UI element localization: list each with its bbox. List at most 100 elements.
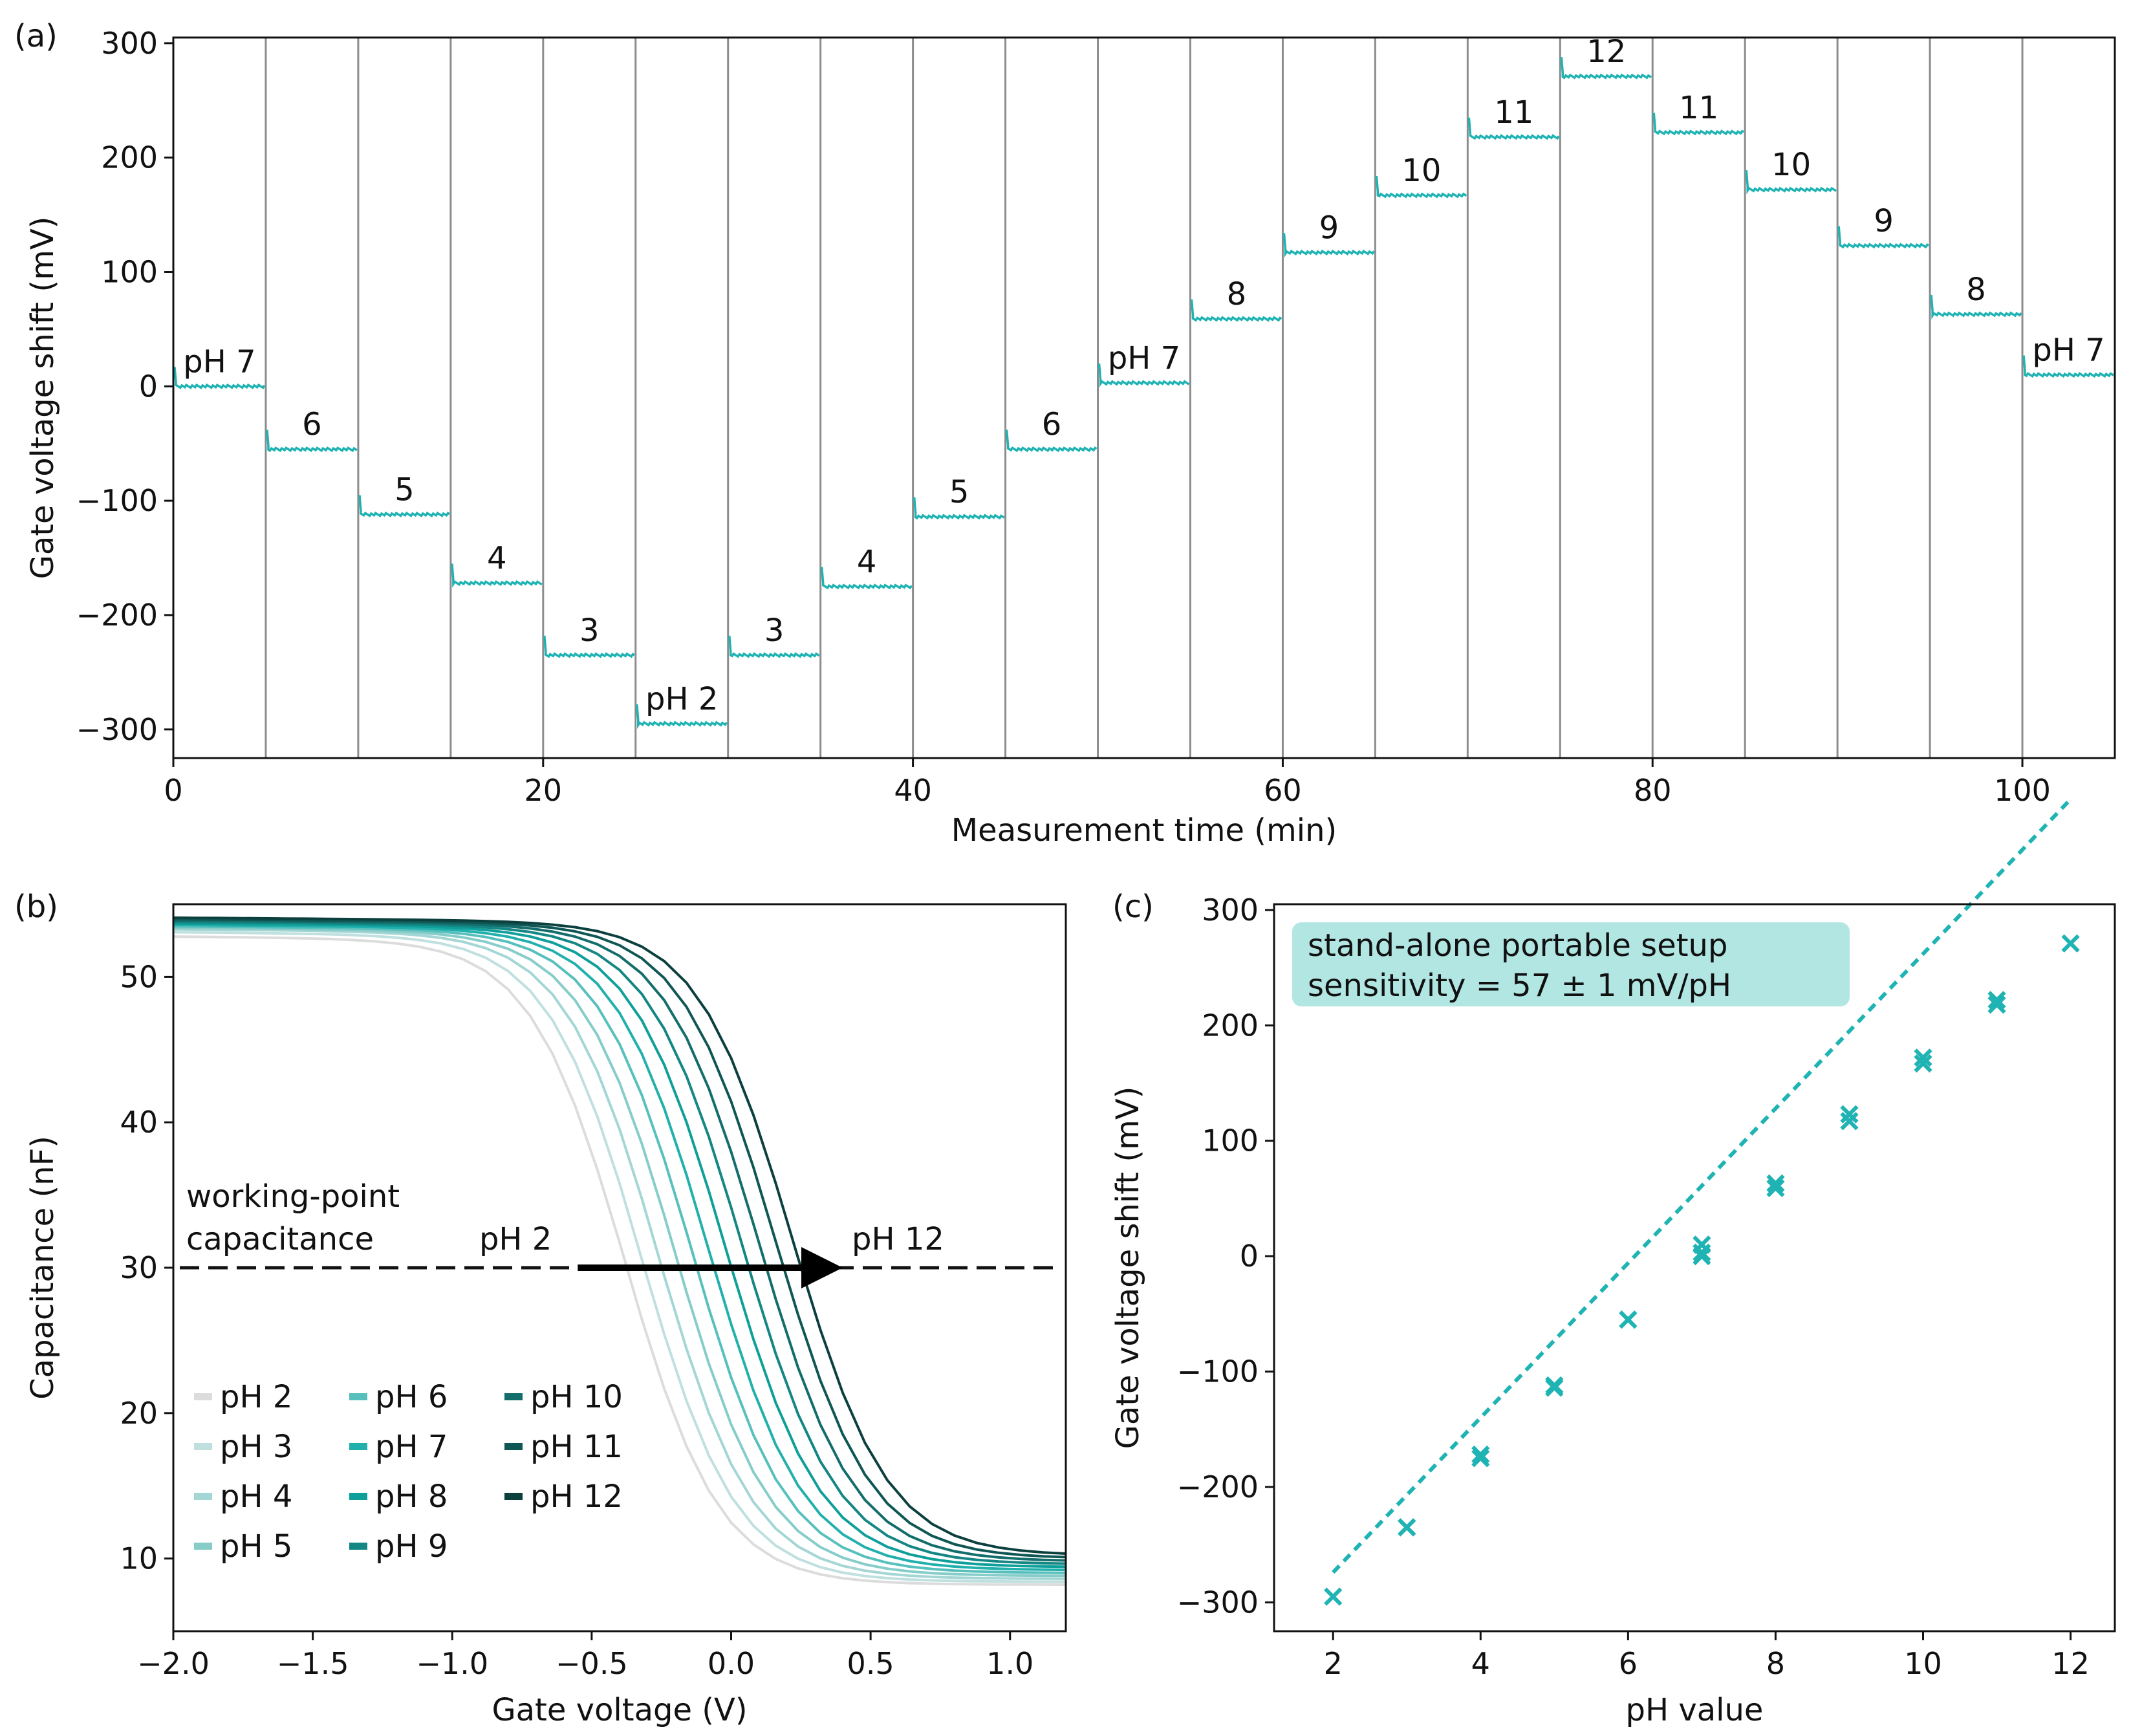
step-label-1: 6 (302, 407, 322, 443)
y-tick-label-b-3: 40 (120, 1105, 158, 1140)
step-trace-18 (1837, 226, 1930, 249)
plot-frame-a (172, 36, 2116, 759)
x-tick-label-c-5: 12 (2051, 1646, 2090, 1681)
step-trace-6 (728, 635, 820, 658)
panel-label-a: (a) (14, 18, 58, 54)
step-trace-2 (358, 495, 450, 517)
x-tick-label-a-2: 40 (894, 773, 932, 808)
legend-label-9: pH 9 (375, 1528, 448, 1565)
step-label-8: 5 (949, 474, 969, 510)
x-tick-label-a-4: 80 (1634, 773, 1672, 808)
step-trace-17 (1745, 170, 1837, 195)
y-axis-label-c: Gate voltage shift (mV) (1110, 1087, 1146, 1449)
y-tick-label-b-1: 20 (120, 1396, 158, 1431)
y-tick-label-c-6: 300 (1202, 893, 1259, 928)
x-tick-label-b-2: −1.0 (416, 1646, 488, 1681)
x-tick-label-b-5: 0.5 (847, 1646, 894, 1681)
data-point-14 (1987, 995, 2006, 1014)
sensitivity-box-line-2: sensitivity = 57 ± 1 mV/pH (1308, 968, 1731, 1004)
legend-swatch-10 (504, 1393, 523, 1400)
step-label-18: 9 (1874, 203, 1894, 239)
data-point-6 (1398, 1518, 1416, 1537)
x-tick-label-c-4: 10 (1904, 1646, 1942, 1681)
x-tick-label-a-5: 100 (1994, 773, 2051, 808)
panel-label-b: (b) (14, 889, 58, 925)
data-point-3 (1471, 1445, 1490, 1464)
fit-line (1332, 797, 2072, 1574)
x-tick-label-c-3: 8 (1766, 1646, 1785, 1681)
y-tick-label-b-2: 30 (120, 1250, 158, 1285)
step-trace-0 (173, 367, 266, 389)
y-tick-label-a-3: 0 (139, 369, 158, 404)
data-point-20 (1693, 1235, 1711, 1254)
data-point-13 (1914, 1054, 1932, 1073)
legend-label-5: pH 5 (220, 1528, 292, 1565)
step-label-10: pH 7 (1108, 340, 1180, 376)
legend-swatch-2 (194, 1393, 212, 1400)
y-axis-label-a: Gate voltage shift (mV) (25, 217, 61, 580)
step-trace-15 (1560, 56, 1652, 80)
step-trace-7 (820, 567, 913, 590)
sensitivity-box-line-1: stand-alone portable setup (1308, 928, 1727, 964)
y-tick-label-c-5: 200 (1202, 1008, 1259, 1043)
y-tick-label-a-5: 200 (101, 140, 158, 175)
legend-label-4: pH 4 (220, 1479, 292, 1515)
step-trace-12 (1282, 233, 1375, 258)
step-label-14: 11 (1494, 94, 1533, 131)
x-tick-label-b-3: −0.5 (556, 1646, 628, 1681)
step-label-17: 10 (1771, 147, 1811, 183)
data-point-5 (1324, 1587, 1343, 1606)
y-tick-label-a-2: −100 (76, 483, 158, 518)
y-tick-label-c-0: −300 (1177, 1585, 1259, 1620)
capacitance-curve-6 (173, 925, 1066, 1574)
legend-label-12: pH 12 (530, 1479, 623, 1515)
x-axis-label-b: Gate voltage (V) (492, 1692, 747, 1728)
step-trace-3 (451, 563, 543, 588)
x-tick-label-b-6: 1.0 (986, 1646, 1033, 1681)
x-tick-label-b-4: 0.0 (708, 1646, 755, 1681)
data-point-18 (1840, 1105, 1859, 1123)
data-point-16 (1987, 990, 2006, 1010)
data-point-19 (1766, 1174, 1785, 1193)
y-tick-label-c-1: −200 (1177, 1470, 1259, 1504)
data-point-12 (1840, 1112, 1859, 1131)
y-tick-label-a-6: 300 (101, 26, 158, 61)
y-tick-label-a-1: −200 (76, 598, 158, 633)
panel-a: pH 7 6 5 4 3 pH 2 3 4 5 6 pH 7 8 9 10 11 12 11 10 9 8 pH 7 0 2… (25, 26, 2116, 849)
y-tick-label-a-0: −300 (76, 712, 158, 747)
y-tick-label-c-3: 0 (1240, 1239, 1259, 1274)
legend-swatch-5 (194, 1543, 212, 1550)
y-axis-label-b: Capacitance (nF) (25, 1136, 61, 1400)
y-tick-label-c-2: −100 (1177, 1354, 1259, 1389)
legend-swatch-11 (504, 1443, 523, 1450)
step-label-19: 8 (1966, 272, 1986, 308)
capacitance-curve-9 (173, 920, 1066, 1565)
step-label-2: 5 (395, 472, 415, 508)
data-point-7 (1471, 1449, 1490, 1468)
x-axis-label-c: pH value (1626, 1692, 1764, 1728)
step-label-0: pH 7 (183, 343, 255, 380)
data-point-9 (1619, 1310, 1638, 1329)
step-label-13: 10 (1401, 153, 1441, 189)
step-trace-4 (543, 635, 635, 658)
legend-swatch-7 (349, 1443, 367, 1450)
data-point-15 (2061, 934, 2080, 953)
step-trace-5 (636, 704, 728, 730)
capacitance-curve-7 (173, 924, 1066, 1572)
capacitance-curve-8 (173, 922, 1066, 1568)
legend-label-11: pH 11 (530, 1429, 623, 1465)
step-trace-1 (266, 429, 358, 453)
step-trace-10 (1098, 363, 1190, 388)
y-tick-label-c-4: 100 (1202, 1123, 1259, 1158)
y-tick-label-b-4: 50 (120, 959, 158, 994)
step-trace-9 (1005, 429, 1098, 453)
step-label-3: 4 (487, 540, 507, 576)
x-axis-label-a: Measurement time (min) (951, 812, 1337, 849)
x-tick-label-c-2: 6 (1619, 1646, 1638, 1681)
legend-swatch-12 (504, 1493, 523, 1500)
data-point-11 (1766, 1178, 1785, 1198)
arrow-end-label: pH 12 (852, 1221, 944, 1257)
step-trace-8 (913, 497, 1005, 520)
legend-swatch-3 (194, 1443, 212, 1450)
